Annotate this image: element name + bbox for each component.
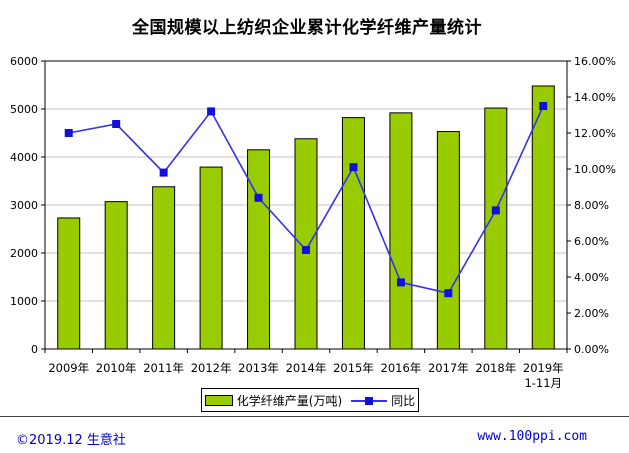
left-axis-label: 3000 xyxy=(10,199,38,212)
right-axis-label: 8.00% xyxy=(574,199,609,212)
right-axis-label: 12.00% xyxy=(574,127,616,140)
legend-label-production: 化学纤维产量(万吨) xyxy=(236,393,343,408)
x-axis-label: 2018年 xyxy=(475,361,516,375)
bar-2015年 xyxy=(341,117,365,350)
x-axis-label: 2010年 xyxy=(96,361,137,375)
x-axis-label: 2013年 xyxy=(238,361,279,375)
footer-divider xyxy=(0,416,629,417)
right-axis-label: 10.00% xyxy=(574,163,616,176)
right-axis-label: 6.00% xyxy=(574,235,609,248)
bar-2017年 xyxy=(436,131,460,350)
yoy-marker-2013年 xyxy=(254,193,263,202)
left-axis-label: 0 xyxy=(31,343,38,356)
legend-label-yoy: 同比 xyxy=(391,393,416,408)
yoy-marker-2018年 xyxy=(491,206,500,215)
left-axis-label: 5000 xyxy=(10,103,38,116)
footer-copyright: ©2019.12 生意社 xyxy=(16,433,126,448)
combo-chart-plot: 0 1000 2000 3000 4000 5000 6000 0.00% 2.00% 4.00%… xyxy=(10,55,616,390)
right-axis-label: 16.00% xyxy=(574,55,616,68)
yoy-marker-2011年 xyxy=(159,168,168,177)
bar-2016年 xyxy=(389,112,413,350)
x-axis-label: 2015年 xyxy=(333,361,374,375)
right-axis-label: 2.00% xyxy=(574,307,609,320)
legend-item-production: 化学纤维产量(万吨) xyxy=(204,392,343,409)
yoy-marker-2014年 xyxy=(302,246,310,254)
line-swatch-icon xyxy=(351,396,388,405)
yoy-marker-2019年 xyxy=(539,102,548,110)
yoy-marker-2017年 xyxy=(444,289,453,298)
x-axis-label: 2009年 xyxy=(48,361,89,375)
bar-2011年 xyxy=(152,186,176,350)
left-axis-label: 2000 xyxy=(10,247,38,260)
x-axis-label: 2017年 xyxy=(428,361,469,375)
right-axis-label: 4.00% xyxy=(574,271,609,284)
bar-2019年 xyxy=(531,85,555,350)
footer-site-link[interactable]: www.100ppi.com xyxy=(477,429,587,444)
bar-2018年 xyxy=(484,107,508,350)
yoy-marker-2009年 xyxy=(64,129,73,137)
yoy-marker-2010年 xyxy=(112,120,121,128)
x-axis-label: 2019年 xyxy=(523,361,564,375)
bar-2014年 xyxy=(294,138,318,350)
x-axis-label: 2014年 xyxy=(286,361,327,375)
legend-item-yoy: 同比 xyxy=(351,392,415,409)
bar-2013年 xyxy=(247,149,271,350)
chart-title: 全国规模以上纺织企业累计化学纤维产量统计 xyxy=(132,18,482,38)
left-axis-label: 1000 xyxy=(10,295,38,308)
right-axis-label: 14.00% xyxy=(574,91,616,104)
bar-2012年 xyxy=(199,166,223,350)
yoy-marker-2012年 xyxy=(207,107,216,116)
right-axis-label: 0.00% xyxy=(574,343,609,356)
bar-2009年 xyxy=(57,217,81,350)
yoy-marker-2016年 xyxy=(396,278,405,287)
x-axis-label: 2016年 xyxy=(381,361,422,375)
left-axis-label: 4000 xyxy=(10,151,38,164)
legend-box: 化学纤维产量(万吨) 同比 xyxy=(201,388,419,412)
x-axis-subnote: 1-11月 xyxy=(524,376,562,390)
left-axis-label: 6000 xyxy=(10,55,38,68)
x-axis-label: 2011年 xyxy=(143,361,184,375)
bar-2010年 xyxy=(104,201,128,350)
bar-swatch-icon xyxy=(204,394,233,406)
x-axis-label: 2012年 xyxy=(191,361,232,375)
yoy-marker-2015年 xyxy=(349,163,358,172)
